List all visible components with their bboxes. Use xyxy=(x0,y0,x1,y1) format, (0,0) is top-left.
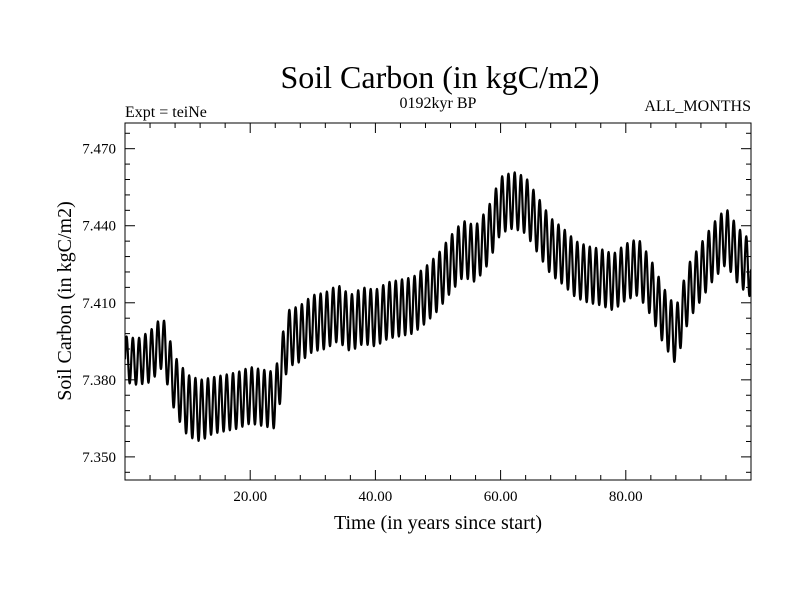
x-tick-label: 60.00 xyxy=(484,489,518,505)
chart-title: Soil Carbon (in kgC/m2) xyxy=(280,59,599,95)
experiment-label: Expt = teiNe xyxy=(125,104,207,121)
series-layer xyxy=(125,171,751,442)
x-tick-label: 40.00 xyxy=(359,489,393,505)
chart-subtitle: 0192kyr BP xyxy=(400,95,477,112)
x-tick-label: 20.00 xyxy=(233,489,267,505)
plot-frame xyxy=(124,122,752,481)
soil-carbon-series-line xyxy=(125,171,751,442)
y-tick-label: 7.350 xyxy=(82,450,116,466)
y-tick-label: 7.410 xyxy=(82,296,116,312)
tick-layer xyxy=(125,123,751,480)
y-tick-label: 7.380 xyxy=(82,373,116,389)
x-tick-label: 80.00 xyxy=(609,489,643,505)
tick-label-layer: 20.00 40.00 60.00 80.00 7.350 7.380 7.410 7.440… xyxy=(82,142,642,505)
months-label: ALL_MONTHS xyxy=(644,98,751,115)
y-tick-label: 7.440 xyxy=(82,219,116,235)
x-axis-label: Time (in years since start) xyxy=(334,512,542,534)
y-axis-label: Soil Carbon (in kgC/m2) xyxy=(54,201,76,400)
y-tick-label: 7.470 xyxy=(82,142,116,158)
